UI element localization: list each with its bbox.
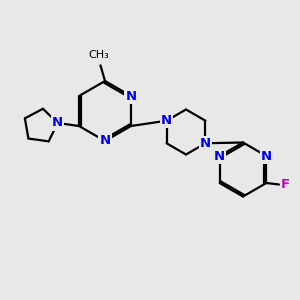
Text: N: N: [161, 114, 172, 127]
Text: F: F: [281, 178, 290, 191]
Text: N: N: [214, 149, 225, 163]
Text: N: N: [52, 116, 63, 130]
Text: N: N: [99, 134, 111, 148]
Text: CH₃: CH₃: [88, 50, 110, 60]
Text: N: N: [200, 137, 211, 150]
Text: N: N: [261, 149, 272, 163]
Text: N: N: [125, 89, 136, 103]
